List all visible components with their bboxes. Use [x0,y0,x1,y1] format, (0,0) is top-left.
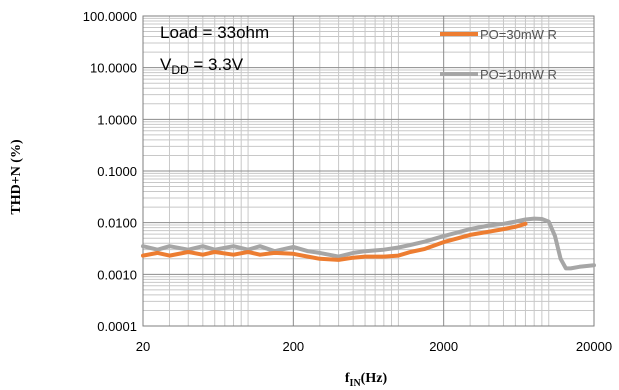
series-po10-line [141,216,596,271]
x-tick-labels: 20 200 2000 20000 [136,339,612,354]
plot-frame [142,15,595,327]
legend: PO=30mW R PO=10mW R [440,27,557,82]
y-tick-label: 0.0001 [97,319,137,334]
series-po30-line [141,221,528,262]
y-tick-label: 1.0000 [97,112,137,127]
vdd-tail: = 3.3V [189,55,244,74]
y-tick-label: 0.0010 [97,267,137,282]
y-tick-label: 100.0000 [83,9,137,24]
load-annotation: Load = 33ohm [160,23,269,42]
x-axis-title-main: f [345,371,350,386]
x-axis-title: fIN(Hz) [345,371,388,389]
y-axis-title: THD+N (%) [9,139,24,215]
legend-label-po10: PO=10mW R [480,67,557,82]
series-layer [141,216,596,271]
vdd-annotation: VDD = 3.3V [160,55,244,77]
x-tick-label: 200 [282,339,304,354]
x-axis-title-sub: IN [350,378,362,389]
vdd-sub: DD [171,63,189,77]
y-tick-label: 0.1000 [97,164,137,179]
x-tick-label: 20000 [576,339,612,354]
y-tick-label: 0.0100 [97,216,137,231]
vdd-main: V [160,55,172,74]
y-tick-label: 10.0000 [90,61,137,76]
x-tick-label: 20 [136,339,150,354]
y-tick-labels: 0.0001 0.0010 0.0100 0.1000 1.0000 10.0000 100… [83,9,137,334]
legend-label-po30: PO=30mW R [480,27,557,42]
x-axis-title-tail: (Hz) [361,371,388,386]
x-tick-label: 2000 [429,339,458,354]
